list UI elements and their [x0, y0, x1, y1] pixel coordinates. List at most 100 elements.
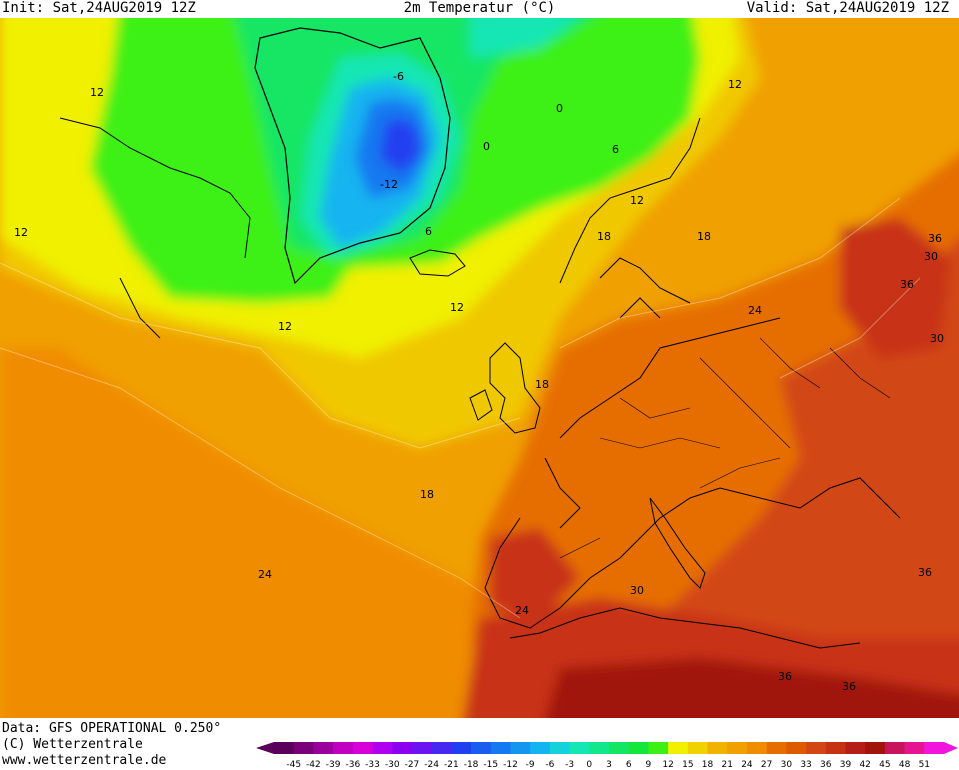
legend-swatch — [786, 742, 807, 754]
legend-tick-label: -9 — [526, 760, 535, 770]
legend-swatch — [668, 742, 689, 754]
legend-swatch — [293, 742, 314, 754]
legend-tick-label: 6 — [626, 760, 632, 770]
legend-arrow-high — [944, 742, 958, 754]
contour-label: 36 — [928, 232, 942, 245]
contour-label: 30 — [924, 250, 938, 263]
legend-swatch — [569, 742, 590, 754]
legend-tick-label: 3 — [606, 760, 612, 770]
legend-swatch — [609, 742, 630, 754]
legend-swatch — [904, 742, 925, 754]
legend-swatch — [333, 742, 354, 754]
legend-swatch — [766, 742, 787, 754]
contour-label: 30 — [630, 584, 644, 597]
contour-label: 18 — [420, 488, 434, 501]
legend-tick-label: 48 — [899, 760, 911, 770]
legend-swatch — [411, 742, 433, 754]
copyright: (C) Wetterzentrale — [2, 737, 143, 752]
legend-swatch — [431, 742, 452, 754]
legend-tick-label: -3 — [565, 760, 574, 770]
valid-time: Valid: Sat,24AUG2019 12Z — [746, 0, 949, 16]
scandinavia-outline — [559, 117, 701, 319]
contour-label: 12 — [630, 194, 644, 207]
contour-label: -6 — [393, 70, 404, 83]
contour-label: 18 — [597, 230, 611, 243]
legend-tick-label: 12 — [662, 760, 673, 770]
contour-label: 12 — [278, 320, 292, 333]
legend-swatch — [727, 742, 748, 754]
legend-tick-label: 36 — [820, 760, 832, 770]
contour-label: 12 — [14, 226, 28, 239]
legend-tick-label: -12 — [503, 760, 518, 770]
legend-tick-label: -42 — [306, 760, 321, 770]
legend-swatch — [589, 742, 610, 754]
legend-swatch — [352, 742, 374, 754]
init-time: Init: Sat,24AUG2019 12Z — [2, 0, 196, 16]
iceland-outline — [409, 249, 466, 277]
legend-tick-label: -27 — [405, 760, 420, 770]
legend-tick-label: -6 — [545, 760, 554, 770]
contour-label: 24 — [515, 604, 529, 617]
color-legend: -45 -42 -39 -36 -33 -30 -27 -24 -21 -18 -15 -12 -9 -6… — [256, 742, 958, 770]
legend-tick-label: -24 — [424, 760, 439, 770]
map-title: 2m Temperatur (°C) — [403, 0, 556, 16]
legend-tick-label: -36 — [345, 760, 360, 770]
legend-tick-label: -15 — [483, 760, 498, 770]
europe-coast — [484, 317, 901, 629]
legend-swatch — [274, 742, 295, 754]
legend-swatch — [806, 742, 827, 754]
contour-label: 18 — [535, 378, 549, 391]
legend-tick-label: 42 — [859, 760, 870, 770]
contour-label: -12 — [380, 178, 398, 191]
contour-label: 12 — [90, 86, 104, 99]
legend-swatch — [884, 742, 906, 754]
temperature-field — [0, 18, 959, 718]
legend-tick-label: -45 — [286, 760, 301, 770]
temperature-map: 12 12 -6 0 0 -12 6 6 12 12 18 18 12 12 18 18 24 24 30 36 30 3… — [0, 18, 959, 718]
legend-swatch — [490, 742, 511, 754]
legend-arrow-low — [256, 742, 274, 754]
legend-swatch — [451, 742, 472, 754]
legend-swatch — [746, 742, 768, 754]
legend-swatch — [313, 742, 334, 754]
contour-label: 36 — [778, 670, 792, 683]
legend-swatch — [845, 742, 866, 754]
contour-lines — [0, 197, 921, 619]
legend-tick-label: -33 — [365, 760, 380, 770]
legend-swatch — [687, 742, 709, 754]
legend-swatch — [924, 742, 945, 754]
map-header: Init: Sat,24AUG2019 12Z 2m Temperatur (°… — [0, 0, 959, 18]
legend-tick-label: 45 — [879, 760, 890, 770]
italy-outline — [649, 497, 706, 589]
legend-tick-label: 30 — [781, 760, 793, 770]
contour-label: 30 — [930, 332, 944, 345]
contour-label: 6 — [425, 225, 432, 238]
british-isles-outline — [469, 342, 541, 434]
legend-tick-label: 0 — [586, 760, 592, 770]
legend-tick-label: 39 — [840, 760, 852, 770]
legend-tick-label: 18 — [702, 760, 714, 770]
contour-label: 0 — [556, 102, 563, 115]
legend-swatch — [825, 742, 846, 754]
legend-swatch — [648, 742, 669, 754]
contour-label: 36 — [918, 566, 932, 579]
legend-swatch — [707, 742, 728, 754]
legend-tick-label: 24 — [741, 760, 753, 770]
contour-label: 36 — [842, 680, 856, 693]
contour-label: 18 — [697, 230, 711, 243]
website: www.wetterzentrale.de — [2, 753, 167, 768]
contour-label: 0 — [483, 140, 490, 153]
contour-label: 36 — [900, 278, 914, 291]
legend-tick-label: -18 — [464, 760, 479, 770]
legend-tick-label: -39 — [326, 760, 341, 770]
africa-coast — [509, 607, 861, 649]
legend-tick-label: 33 — [800, 760, 811, 770]
legend-tick-label: 15 — [682, 760, 693, 770]
canada-coast — [59, 117, 251, 339]
contour-labels: 12 12 -6 0 0 -12 6 6 12 12 18 18 12 12 18 18 24 24 30 36 30 3… — [14, 70, 944, 693]
legend-tick-label: -30 — [385, 760, 400, 770]
contour-label: 6 — [612, 143, 619, 156]
country-borders — [559, 337, 891, 559]
legend-tick-label: 21 — [722, 760, 733, 770]
contour-label: 24 — [748, 304, 762, 317]
